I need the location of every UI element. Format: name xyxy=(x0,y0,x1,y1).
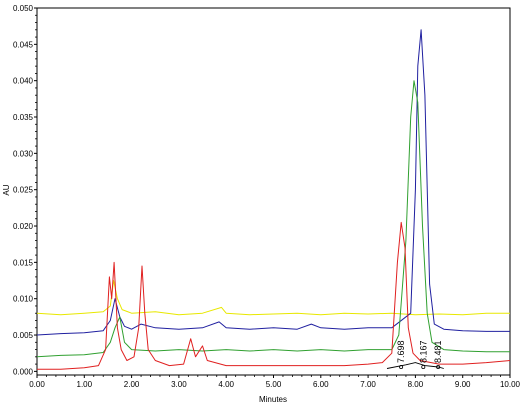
x-tick-label: 5.00 xyxy=(266,380,282,389)
series-layer xyxy=(36,29,511,370)
series-line-1 xyxy=(36,280,510,316)
peak-retention-label: 8.167 xyxy=(418,340,428,363)
y-axis: 0.000 0.005 0.010 0.015 0.020 0.025 0.030 0.035… xyxy=(13,4,37,376)
x-tick-label: 0.00 xyxy=(29,380,45,389)
y-tick-label: 0.010 xyxy=(13,295,34,304)
plot-frame xyxy=(36,7,511,376)
y-tick-label: 0.025 xyxy=(13,186,34,195)
x-tick-label: 2.00 xyxy=(124,380,140,389)
y-tick-label: 0.045 xyxy=(13,40,34,49)
x-tick-label: 4.00 xyxy=(218,380,234,389)
integration-baseline xyxy=(386,362,444,369)
y-tick-label: 0.020 xyxy=(13,222,34,231)
y-axis-title: AU xyxy=(2,184,11,195)
x-tick-label: 10.00 xyxy=(500,380,521,389)
peak-retention-label: 7.698 xyxy=(396,340,406,363)
y-tick-label: 0.030 xyxy=(13,149,34,158)
y-tick-label: 0.035 xyxy=(13,113,34,122)
y-tick-label: 0.000 xyxy=(13,367,34,376)
plot-border xyxy=(36,7,511,376)
x-tick-label: 7.00 xyxy=(360,380,376,389)
x-axis: 0.00 1.00 2.00 3.00 4.00 5.00 6.00 7.00 8.00 9.00… xyxy=(29,375,521,389)
x-tick-label: 9.00 xyxy=(455,380,471,389)
peak-marker xyxy=(421,365,426,370)
series-line-3 xyxy=(36,80,510,358)
y-tick-label: 0.040 xyxy=(13,77,34,86)
x-tick-label: 6.00 xyxy=(313,380,329,389)
peak-marker xyxy=(436,365,441,370)
y-tick-label: 0.015 xyxy=(13,258,34,267)
y-tick-label: 0.005 xyxy=(13,331,34,340)
peak-marker xyxy=(399,365,404,370)
series-line-4 xyxy=(37,221,511,370)
peak-annotations: 7.698 8.167 8.481 xyxy=(386,340,444,370)
x-tick-label: 8.00 xyxy=(408,380,424,389)
x-axis-title: Minutes xyxy=(259,395,287,404)
x-tick-label: 3.00 xyxy=(171,380,187,389)
y-tick-label: 0.050 xyxy=(13,4,34,13)
x-tick-label: 1.00 xyxy=(77,380,93,389)
series-line-2 xyxy=(36,29,510,336)
peak-retention-label: 8.481 xyxy=(433,340,443,363)
